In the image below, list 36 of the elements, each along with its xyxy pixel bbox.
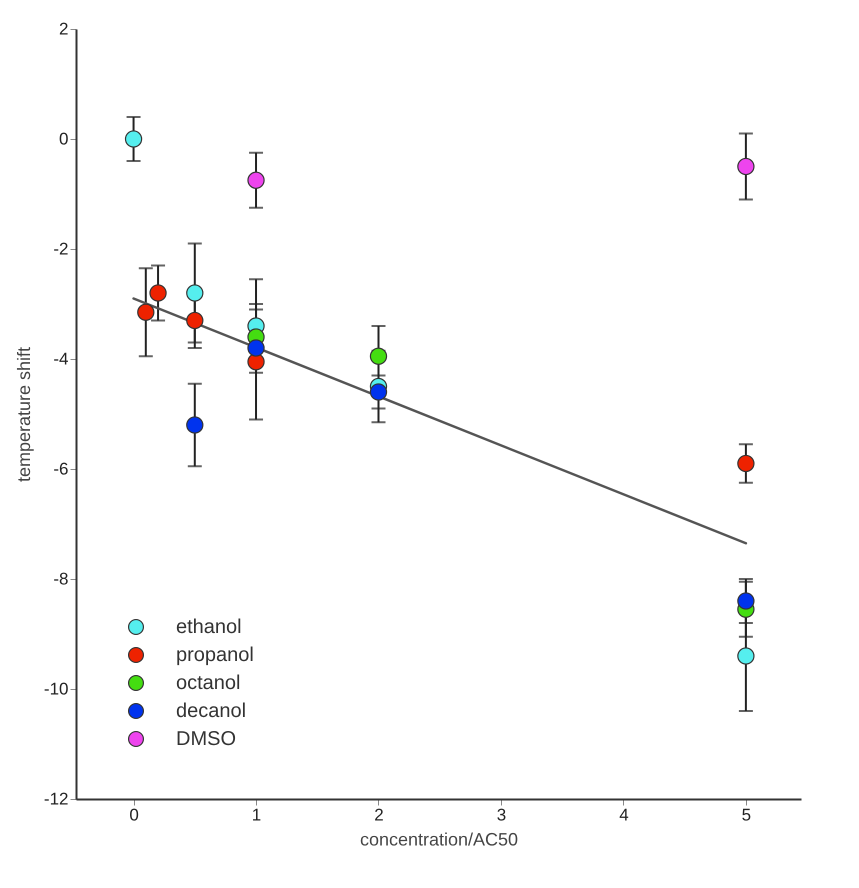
y-axis-title: temperature shift [14,346,34,482]
legend-label: octanol [176,672,240,694]
point [124,130,142,148]
point [737,592,755,610]
y-tick-label: 2 [59,20,68,38]
x-tick-label: 5 [742,806,752,824]
y-tick-label: -6 [53,460,68,478]
point [247,172,265,189]
x-tick-label: 2 [374,806,384,824]
x-tick-label: 4 [619,806,629,824]
point [737,454,755,472]
point [149,284,167,302]
y-tick-label: 0 [59,130,68,148]
legend-label: propanol [176,644,254,666]
legend-label: decanol [176,700,246,722]
y-tick-label: -2 [53,240,68,258]
point [247,339,265,357]
legend-label: ethanol [176,616,242,638]
point [737,647,755,665]
y-tick-label: -4 [53,350,68,368]
x-axis-title: concentration/AC50 [360,830,518,850]
point [186,312,204,330]
point [186,284,204,302]
point [186,416,204,434]
x-tick-label: 0 [129,806,139,824]
point [370,383,388,401]
point [247,353,265,370]
y-tick-label: -12 [44,790,68,808]
y-tick-label: -8 [53,570,68,588]
y-tick-label: -10 [44,680,68,698]
x-tick-label: 3 [496,806,506,824]
x-tick-label: 1 [252,806,262,824]
point [737,158,755,176]
point [137,304,154,321]
point [370,348,388,365]
legend-label: DMSO [176,728,236,750]
